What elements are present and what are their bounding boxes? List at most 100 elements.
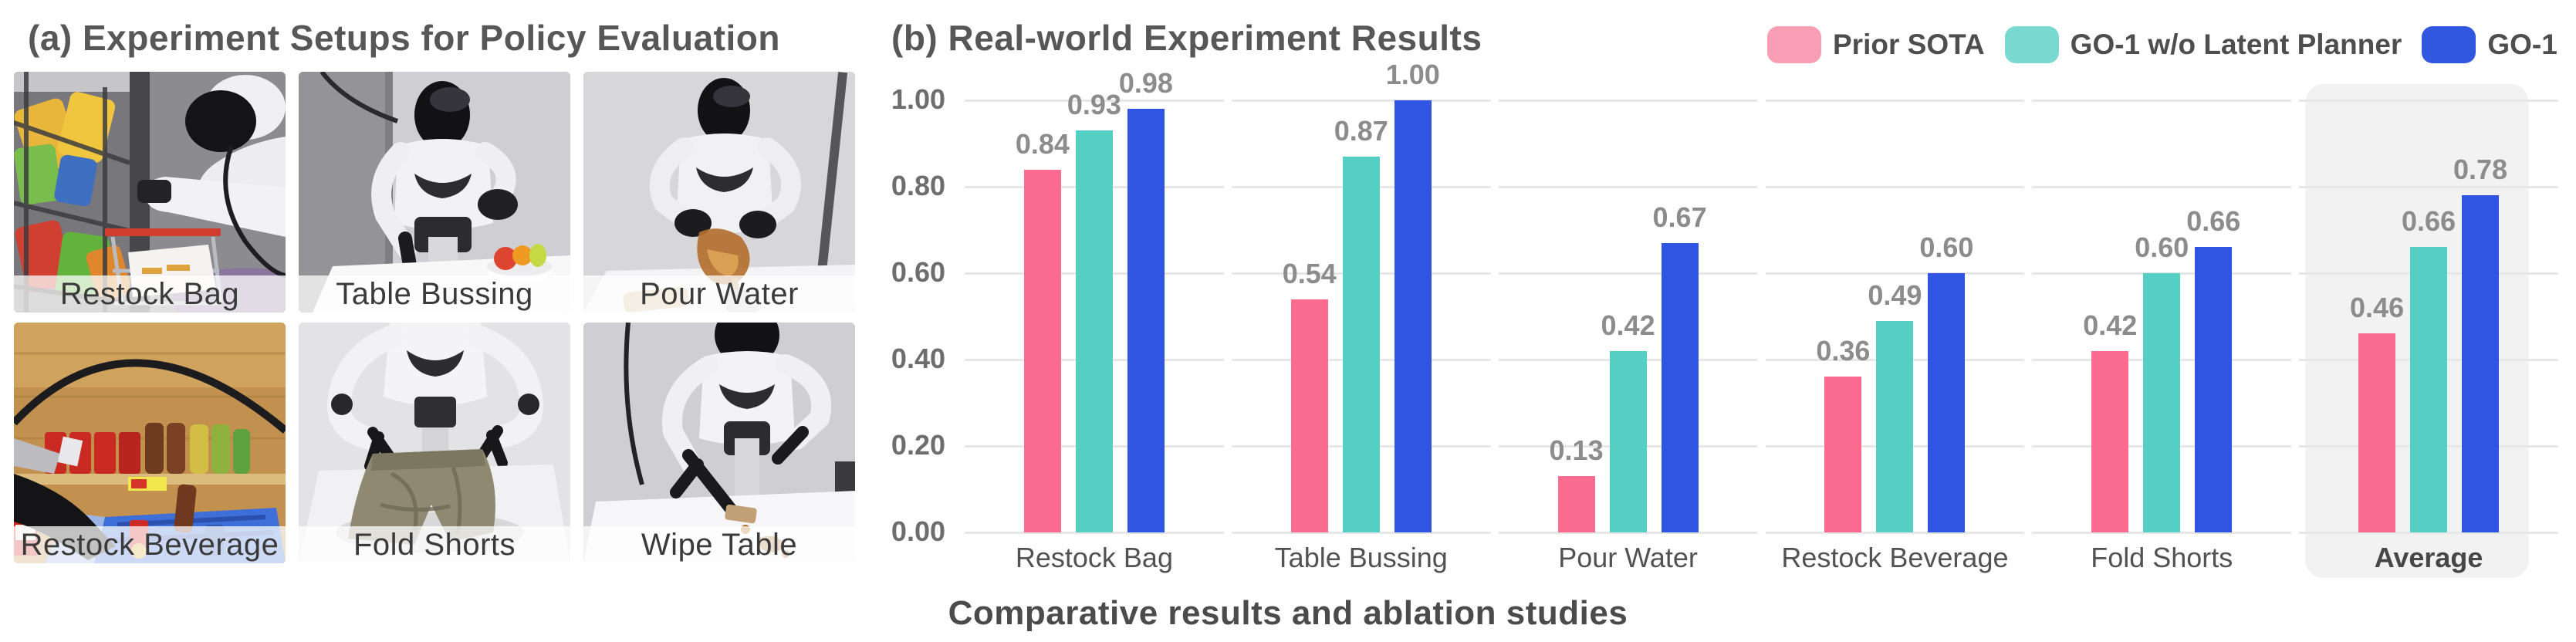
setup-label-text: Fold Shorts	[353, 527, 516, 562]
x-category-label: Restock Beverage	[1781, 542, 2009, 573]
setup-label-text: Wipe Table	[641, 527, 798, 562]
legend-item-go1: GO-1	[2422, 26, 2557, 63]
bar-prior-sota	[1557, 476, 1595, 532]
setup-photo-restock-bag: Restock Bag	[14, 72, 286, 313]
bar-go-1	[1928, 273, 1966, 532]
gridline-segment	[1231, 100, 1491, 102]
gridline-segment	[1231, 186, 1491, 188]
setup-photo-restock-beverage: Restock Beverage	[14, 323, 286, 563]
table-bussing-photo-icon	[299, 72, 570, 313]
gridline-segment	[1231, 445, 1491, 448]
gridline-segment	[1498, 272, 1758, 275]
panel-a-title: (a) Experiment Setups for Policy Evaluat…	[28, 18, 780, 58]
bar-go-1	[1661, 242, 1699, 532]
bar-go-1	[1394, 100, 1432, 532]
bar-go-1	[1127, 109, 1165, 532]
bar-value-label: 0.36	[1816, 335, 1871, 367]
setup-photo-wipe-table: Wipe Table	[583, 323, 855, 563]
legend-swatch-go1-icon	[2422, 26, 2476, 63]
setup-photo-pour-water: Pour Water	[583, 72, 855, 313]
legend-swatch-prior-sota-icon	[1767, 26, 1821, 63]
average-highlight-band	[2305, 84, 2529, 578]
gridline-segment	[2032, 186, 2292, 188]
bar-value-label: 0.49	[1868, 279, 1922, 311]
gridline-segment	[1498, 100, 1758, 102]
gridline-segment	[965, 186, 1224, 188]
bar-value-label: 0.66	[2186, 205, 2241, 238]
bar-value-label: 0.42	[2083, 309, 2138, 341]
setup-label: Table Bussing	[299, 275, 570, 313]
bar-go-1-w-o-latent-planner	[1075, 130, 1113, 532]
gridline-segment	[2032, 532, 2292, 534]
setup-label-text: Restock Beverage	[20, 527, 279, 562]
setup-label-text: Restock Bag	[59, 276, 240, 311]
fold-shorts-photo-icon	[299, 323, 570, 563]
bar-value-label: 0.87	[1334, 114, 1388, 147]
setup-label: Pour Water	[583, 275, 855, 313]
gridline-segment	[1498, 445, 1758, 448]
bar-value-label: 0.66	[2402, 205, 2456, 238]
setup-photo-fold-shorts: Fold Shorts	[299, 323, 570, 563]
legend-item-go1-wo-latent-planner: GO-1 w/o Latent Planner	[2004, 26, 2402, 63]
setup-label: Restock Beverage	[14, 526, 286, 563]
legend-swatch-go1-wo-latent-planner-icon	[2004, 26, 2059, 63]
gridline-segment	[2299, 272, 2558, 275]
gridline-segment	[1498, 532, 1758, 534]
bar-value-label: 0.60	[1919, 231, 1974, 263]
gridline-segment	[2299, 445, 2558, 448]
restock-bag-photo-icon	[14, 72, 286, 313]
panel-b-title: (b) Real-world Experiment Results	[891, 18, 1482, 58]
gridline-segment	[1231, 359, 1491, 361]
x-category-label: Average	[2374, 542, 2483, 573]
gridline-segment	[1765, 532, 2025, 534]
bar-value-label: 0.93	[1067, 89, 1121, 121]
setup-label-text: Pour Water	[640, 276, 799, 311]
gridline-segment	[2032, 359, 2292, 361]
legend-label: Prior SOTA	[1833, 29, 1985, 60]
gridline-segment	[1765, 272, 2025, 275]
gridline-segment	[1765, 359, 2025, 361]
gridline-segment	[1765, 186, 2025, 188]
x-category-label: Pour Water	[1558, 542, 1698, 573]
gridline-segment	[1498, 186, 1758, 188]
bar-value-label: 0.13	[1549, 434, 1604, 467]
bar-go-1-w-o-latent-planner	[1342, 156, 1380, 532]
bar-prior-sota	[1290, 299, 1328, 532]
bar-value-label: 0.60	[2135, 231, 2189, 263]
gridline-segment	[965, 100, 1224, 102]
gridline-segment	[2299, 186, 2558, 188]
gridline-segment	[1765, 100, 2025, 102]
bar-value-label: 0.67	[1652, 201, 1707, 233]
setup-label: Fold Shorts	[299, 526, 570, 563]
setup-label-text: Table Bussing	[336, 276, 533, 311]
gridline-segment	[2032, 272, 2292, 275]
legend-label: GO-1 w/o Latent Planner	[2070, 29, 2402, 60]
setup-photo-table-bussing: Table Bussing	[299, 72, 570, 313]
bar-go-1	[2462, 195, 2500, 532]
gridline-segment	[1765, 445, 2025, 448]
bar-go-1-w-o-latent-planner	[1609, 350, 1647, 532]
bar-go-1-w-o-latent-planner	[2410, 247, 2448, 532]
bar-prior-sota	[1824, 377, 1862, 532]
bar-value-label: 0.46	[2350, 292, 2405, 324]
legend-label: GO-1	[2487, 29, 2557, 60]
gridline-segment	[965, 272, 1224, 275]
x-category-label: Table Bussing	[1274, 542, 1448, 573]
setup-label: Wipe Table	[583, 526, 855, 563]
legend-item-prior-sota: Prior SOTA	[1767, 26, 1985, 63]
gridline-segment	[1231, 532, 1491, 534]
x-category-label: Fold Shorts	[2091, 542, 2233, 573]
bar-prior-sota	[1023, 169, 1061, 532]
gridline-segment	[2299, 100, 2558, 102]
bar-go-1	[2195, 247, 2233, 532]
bar-value-label: 1.00	[1385, 59, 1440, 90]
bar-go-1-w-o-latent-planner	[2143, 273, 2181, 532]
experiment-photo-grid: Restock Bag	[14, 72, 857, 563]
bar-value-label: 0.54	[1282, 257, 1337, 289]
setup-label: Restock Bag	[14, 275, 286, 313]
bar-value-label: 0.84	[1015, 127, 1070, 160]
bar-value-label: 0.42	[1601, 309, 1655, 341]
bar-value-label: 0.98	[1118, 67, 1173, 100]
gridline-segment	[2032, 445, 2292, 448]
